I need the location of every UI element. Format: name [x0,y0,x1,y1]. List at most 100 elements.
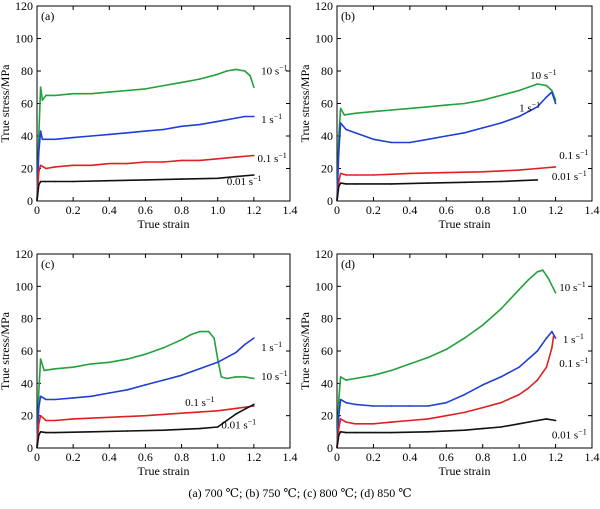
x-tick-label: 0.8 [174,450,189,464]
data-point [234,68,237,71]
data-point [338,185,340,188]
strain-rate-label: 0.01 s−1 [552,427,587,441]
y-tick-label: 80 [321,312,333,326]
data-point [409,141,411,144]
data-point [216,426,219,428]
data-point [38,406,40,409]
chart-panel-1: 0 0.2 0.4 0.6 0.8 1.0 1.2 1.4 0 20 40 60 80 100 120 Tru… [0,0,298,231]
data-point [198,123,201,126]
data-point [542,269,544,271]
y-axis-label: True stress/MPa [0,311,12,390]
data-point [144,130,147,132]
data-point [54,166,56,168]
y-tick-label: 60 [21,344,33,358]
data-point [162,379,165,381]
data-point [54,431,56,434]
data-point [481,427,484,430]
data-point [38,151,40,154]
data-point [354,112,357,115]
data-point [536,419,539,422]
y-tick-label: 40 [21,129,33,143]
data-point [551,91,553,93]
data-point [500,401,502,404]
data-point [527,387,530,389]
data-point [180,374,183,377]
data-point [354,403,357,406]
data-point [372,405,375,407]
y-tick-label: 60 [21,97,33,111]
x-tick-label: 1.2 [548,450,563,464]
data-point [234,175,237,178]
data-point [409,172,411,175]
strain-rate-label: 10 s−1 [559,280,586,294]
data-point [39,358,42,360]
data-point [445,414,448,417]
data-point [427,105,429,108]
data-point [45,398,47,401]
x-tick-label: 0.2 [66,203,81,217]
data-point [38,183,40,186]
strain-rate-label-exponent: −1 [578,427,587,436]
data-point [390,405,393,407]
strain-rate-label-text: 1 s [563,334,576,346]
data-point [409,419,411,422]
data-point [338,180,340,183]
series-line-2 [336,91,557,202]
data-point [108,91,111,93]
data-point [427,405,429,407]
data-point [463,411,466,414]
data-point [481,406,484,409]
data-point [463,102,466,105]
data-point [207,330,210,333]
data-point [463,393,466,396]
data-point [345,401,347,404]
strain-rate-label-exponent: −1 [206,395,215,404]
data-point [339,122,342,124]
y-tick-label: 120 [15,247,33,261]
data-point [527,279,530,281]
panel-label: (a) [41,9,54,23]
strain-rate-label: 10 s−1 [530,68,557,82]
data-point [108,361,111,364]
panel-label: (d) [341,257,355,271]
x-tick-label: 0.8 [475,450,490,464]
data-point [354,131,357,134]
panel-label: (c) [41,257,54,271]
data-point [445,135,448,137]
data-point [126,131,129,134]
data-point [244,343,246,346]
data-point [234,407,237,410]
data-point [463,131,466,134]
strain-rate-label-text: 10 s [530,70,548,82]
strain-rate-label-exponent: −1 [274,112,283,121]
data-point [552,334,555,336]
x-axis-label: True strain [439,464,491,478]
data-point [45,94,47,97]
data-point [339,182,342,184]
data-point [38,434,40,436]
y-tick-label: 100 [15,32,33,46]
x-tick-label: 0.8 [475,203,490,217]
strain-rate-label-text: 0.01 s [552,429,578,441]
data-point [518,89,520,92]
data-point [41,138,44,141]
x-tick-label: 0.4 [402,203,417,217]
strain-rate-label-text: 10 s [261,371,279,383]
data-point [545,337,548,339]
data-point [162,128,165,131]
data-point [390,183,393,185]
data-point [108,179,111,182]
y-tick-label: 100 [315,32,333,46]
data-point [500,180,502,183]
data-point [409,107,411,110]
data-point [554,419,557,422]
data-point [339,418,342,420]
data-point [345,174,347,176]
strain-rate-label-exponent: −1 [274,340,283,349]
data-point [108,133,111,136]
data-point [54,398,56,401]
x-tick-label: 1.4 [283,450,298,464]
data-point [518,169,520,171]
data-point [244,376,246,378]
data-point [72,397,74,399]
